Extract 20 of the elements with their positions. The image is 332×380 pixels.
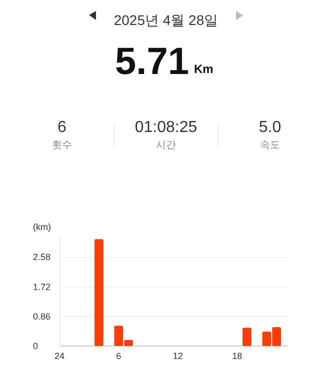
x-tick-label: 12 <box>172 350 183 361</box>
text: 시간 <box>156 140 176 151</box>
text: 01:08:25 <box>134 119 198 136</box>
text: Km <box>194 62 214 76</box>
bar <box>94 239 104 346</box>
y-tick-label: 0 <box>33 340 38 351</box>
chart-title: 2025년 4월 28일 <box>114 12 218 28</box>
text: 5.71 <box>115 41 189 83</box>
y-tick-label: 2.58 <box>33 252 51 262</box>
x-tick-label: 6 <box>116 350 122 361</box>
x-tick-label: 18 <box>232 350 242 361</box>
y-tick-label: 1.72 <box>33 282 51 292</box>
text: 횟수 <box>52 140 72 151</box>
x-tick-label: 24 <box>54 350 64 361</box>
y-axis-title: (km) <box>33 222 51 232</box>
bar <box>242 328 252 346</box>
text: 6 <box>58 119 67 136</box>
text: 5.0 <box>258 119 282 136</box>
y-tick-label: 0.86 <box>33 311 51 322</box>
text: 속도 <box>260 140 280 151</box>
